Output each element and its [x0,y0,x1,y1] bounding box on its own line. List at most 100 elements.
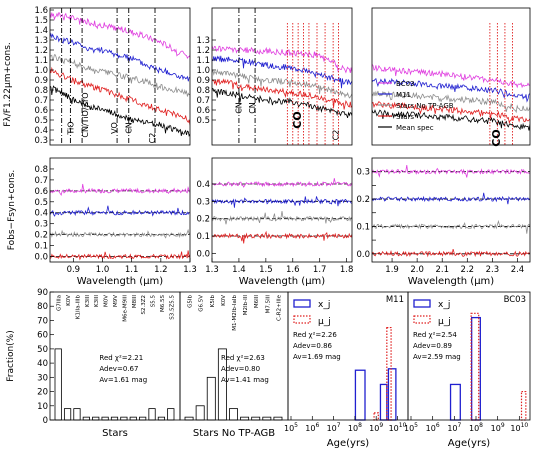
spectrum-line-3 [50,66,190,126]
y-tick-label: 0.0 [356,250,370,260]
legend-label: x_j [318,300,330,310]
y-tick-label: 0.0 [196,249,210,259]
bar [120,416,128,421]
bar [54,348,62,421]
x-tick-label: 2.1 [435,265,449,275]
y-tick-label: 1.0 [34,66,48,76]
feature-label: C2 [332,130,341,141]
y-tick-label: 0 [43,416,48,426]
x-tick-label: 1.8 [340,265,354,275]
spectrum-line-1 [372,77,530,103]
y-tick-label: 0.9 [196,76,210,86]
x-tick-label: 1010 [510,422,528,433]
fit-stat: Av=1.69 mag [293,353,341,361]
category-label: M7.5III [265,295,271,314]
y-tick-label: 0.1 [34,242,48,252]
legend-swatch [293,315,311,324]
feature-label: CO [291,111,304,128]
bar [273,416,283,421]
residual-line-2 [50,228,190,239]
x-bar [354,369,366,421]
bar [110,416,119,421]
spectrum-line-0 [372,64,530,89]
category-label: S2.3Z2 [141,295,147,315]
y-tick-label: 0.7 [34,96,48,106]
fit-stat: Red χ²=2.54 [413,331,457,339]
fit-stat: Red χ²=2.63 [221,354,265,362]
spectrum-line-2 [212,68,352,99]
residual-line-3 [212,230,352,244]
y-tick-label: 0.5 [34,198,48,208]
y-tick-label: 1.3 [196,36,210,46]
feature-label: CN [248,102,257,114]
x-tick-label: 1.7 [313,265,327,275]
category-label: S3.5Z5.5 [169,295,175,320]
spectrum-line-4 [372,109,530,131]
fit-stat: Av=1.41 mag [221,376,269,384]
x-tick-label: 1.1 [125,265,139,275]
x-tick-label: 2.3 [486,265,500,275]
panel-title: BC03 [504,295,526,305]
y-tick-label: 1.6 [34,6,48,16]
bar [167,408,175,421]
spectrum-line-2 [50,54,190,97]
legend-label: x_j [438,300,450,310]
y-tick-label: 60 [37,331,48,341]
y-tick-label: 0.3 [196,197,210,207]
legend-label: Stars No TP-AGB [396,102,454,110]
residual-line-0 [212,178,352,188]
fit-stat: Red χ²=2.21 [99,354,143,362]
x-tick-label: 108 [348,422,362,433]
category-label: K0V [66,295,72,306]
y-tick-label: 0.3 [34,220,48,230]
category-label: C-R2+IIIe [276,294,282,321]
x-tick-label: 107 [447,422,461,433]
legend-label: Stars [396,113,414,121]
x-bar [387,368,397,421]
x-tick-label: 1.2 [154,265,168,275]
bar [129,416,137,421]
bar [101,416,109,421]
y-tick-label: 0.6 [196,106,210,116]
mu-bar [520,390,527,421]
age_bc03-frame [407,291,531,421]
x-tick-label: 1.6 [286,265,300,275]
feature-label: VO [110,122,119,134]
category-label: M6.5S [160,294,166,311]
x-tick-label: 109 [369,422,383,433]
y-tick-label: 0.0 [34,253,48,263]
res1-frame [49,157,191,263]
x-tick-label: 105 [404,422,418,433]
category-label: M1-M2Ib-IaIb [232,295,238,331]
x-bar [449,383,461,421]
bar [82,416,90,421]
x-tick-label: 107 [327,422,341,433]
legend-label: μ_j [318,317,331,327]
spec2-plot [212,8,352,145]
category-label: M0V [104,295,110,307]
y-tick-label: 0.9 [34,76,48,86]
x-tick-label: 109 [491,422,505,433]
bar [229,408,238,421]
category-label: M6III [254,295,260,308]
panel-title: M11 [386,295,404,305]
residual-line-1 [212,196,352,208]
y-tick-label: 90 [37,288,48,298]
category-label: K1IIa-IIIb [75,294,81,319]
y-tick-label: 0.7 [34,176,48,186]
x-tick-label: 2.0 [410,265,424,275]
x-tick-label: 105 [284,422,298,433]
category-label: G5Ib [188,294,194,307]
spectrum-line-4 [50,85,190,137]
x-tick-label: 1.3 [205,265,219,275]
x-bar [379,383,388,421]
bar [73,408,81,421]
spec3-plot [372,23,530,145]
y-axis-label: Fλ/F1.22μm+cons. [3,42,13,127]
feature-label: CN/TiO/ZrO [81,92,90,137]
res3-frame [371,157,531,263]
bar [206,376,216,421]
feature-label: CN [125,122,134,134]
y-tick-label: 0.8 [34,86,48,96]
spec1-plot [50,8,190,145]
